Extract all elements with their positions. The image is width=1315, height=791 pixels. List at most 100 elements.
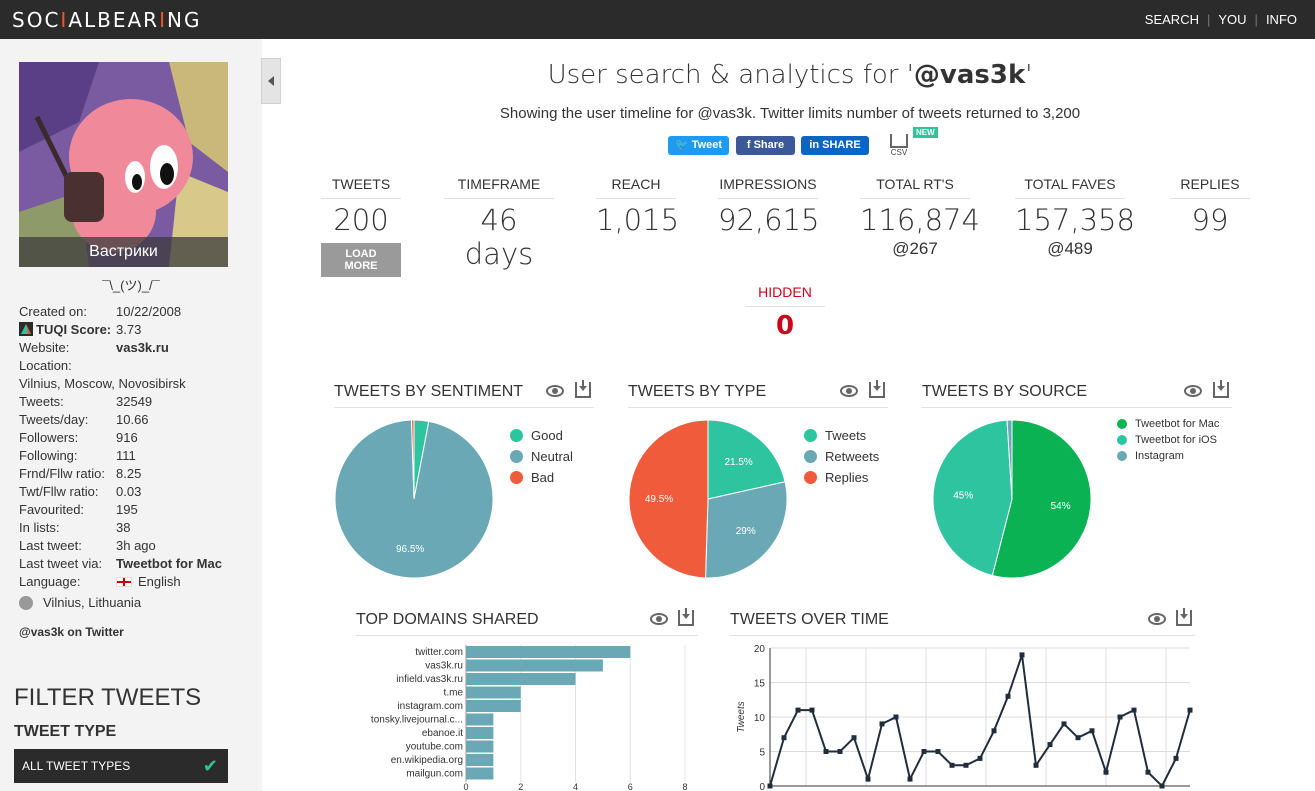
stat-reach: REACH 1,015 xyxy=(596,176,680,237)
legend-item[interactable]: Instagram xyxy=(1117,450,1227,462)
data-point[interactable] xyxy=(837,749,843,754)
csv-export-button[interactable]: CSV xyxy=(888,134,910,157)
nav-info[interactable]: INFO xyxy=(1265,12,1297,27)
legend-item[interactable]: Tweetbot for iOS xyxy=(1117,434,1227,446)
legend-item[interactable]: Replies xyxy=(804,470,879,485)
pie-slice[interactable] xyxy=(932,419,1013,577)
sentiment-legend: Good Neutral Bad xyxy=(510,428,573,491)
pie-slice[interactable] xyxy=(1006,419,1013,500)
data-point[interactable] xyxy=(781,735,787,741)
nav-you[interactable]: YOU xyxy=(1218,12,1247,27)
series-line xyxy=(769,654,1191,788)
data-point[interactable] xyxy=(1075,735,1081,741)
data-point[interactable] xyxy=(907,776,913,782)
top-nav: SEARCH | YOU | INFO xyxy=(1144,12,1297,27)
data-point[interactable] xyxy=(893,714,899,720)
y-tick-label: t.me xyxy=(444,688,464,699)
info-row: Frnd/Fllw ratio: 8.25 xyxy=(19,466,142,481)
bar[interactable] xyxy=(466,700,521,712)
website-link[interactable]: vas3k.ru xyxy=(116,340,169,355)
avatar[interactable]: Вастрики xyxy=(19,62,228,267)
download-icon[interactable] xyxy=(1213,380,1229,398)
collapse-sidebar-button[interactable] xyxy=(261,58,281,104)
stat-impressions: IMPRESSIONS 92,615 xyxy=(718,176,820,237)
bar[interactable] xyxy=(466,646,631,658)
legend-item[interactable]: Good xyxy=(510,428,573,443)
filter-title: FILTER TWEETS xyxy=(14,684,202,711)
pie-slice[interactable] xyxy=(707,419,786,500)
data-point[interactable] xyxy=(809,707,815,713)
nav-search[interactable]: SEARCH xyxy=(1144,12,1199,27)
sentiment-pie: 96.5% xyxy=(334,419,494,579)
bar[interactable] xyxy=(466,673,576,685)
pie-slice[interactable] xyxy=(705,481,788,579)
data-point[interactable] xyxy=(767,783,773,789)
pie-slice[interactable] xyxy=(991,419,1092,579)
data-point[interactable] xyxy=(851,735,857,741)
pie-slice[interactable] xyxy=(628,419,709,579)
data-point[interactable] xyxy=(1033,762,1039,768)
eye-icon[interactable] xyxy=(840,385,858,397)
data-point[interactable] xyxy=(1117,714,1123,720)
y-tick-label: 15 xyxy=(754,679,766,690)
eye-icon[interactable] xyxy=(1184,385,1202,397)
bar[interactable] xyxy=(466,767,494,780)
load-more-button[interactable]: LOAD MORE xyxy=(321,243,401,277)
data-point[interactable] xyxy=(865,776,871,782)
bar[interactable] xyxy=(466,727,494,739)
panel-over-time: TWEETS OVER TIME 0 5 10 15 20 Tweets xyxy=(730,608,1195,791)
y-axis-label: Tweets xyxy=(736,701,747,733)
data-point[interactable] xyxy=(1061,721,1067,727)
info-row: Tweets: 32549 xyxy=(19,394,153,409)
data-point[interactable] xyxy=(1159,783,1165,789)
data-point[interactable] xyxy=(935,749,941,754)
data-point[interactable] xyxy=(1047,742,1053,748)
tweet-share-button[interactable]: 🐦 Tweet xyxy=(668,136,729,155)
data-point[interactable] xyxy=(1131,707,1137,713)
data-point[interactable] xyxy=(1005,693,1011,699)
data-point[interactable] xyxy=(1145,769,1151,775)
linkedin-share-button[interactable]: in SHARE xyxy=(801,136,869,155)
bar[interactable] xyxy=(466,686,521,699)
eye-icon[interactable] xyxy=(546,385,564,397)
info-row: Vilnius, Moscow, Novosibirsk xyxy=(19,376,186,391)
data-point[interactable] xyxy=(823,749,829,754)
download-icon[interactable] xyxy=(575,380,591,398)
logo[interactable]: SOCIALBEARING xyxy=(12,8,202,32)
type-legend: Tweets Retweets Replies xyxy=(804,428,879,491)
data-point[interactable] xyxy=(795,707,801,713)
data-point[interactable] xyxy=(1103,769,1109,775)
flag-icon xyxy=(116,577,132,587)
data-point[interactable] xyxy=(1187,707,1193,713)
legend-item[interactable]: Tweetbot for Mac xyxy=(1117,418,1227,430)
legend-item[interactable]: Retweets xyxy=(804,449,879,464)
legend-item[interactable]: Bad xyxy=(510,470,573,485)
legend-item[interactable]: Neutral xyxy=(510,449,573,464)
data-point[interactable] xyxy=(1089,728,1095,734)
data-point[interactable] xyxy=(949,762,955,768)
data-point[interactable] xyxy=(991,728,997,734)
download-icon[interactable] xyxy=(1176,608,1192,626)
bar[interactable] xyxy=(466,740,494,753)
pie-slice[interactable] xyxy=(411,419,415,500)
facebook-share-button[interactable]: f Share xyxy=(736,136,795,155)
bar[interactable] xyxy=(466,713,494,726)
data-point[interactable] xyxy=(977,755,983,761)
data-point[interactable] xyxy=(1173,755,1179,761)
download-icon[interactable] xyxy=(869,380,885,398)
sidebar: Вастрики ¯\_(ツ)_/¯ Created on: 10/22/2008… xyxy=(0,39,262,791)
data-point[interactable] xyxy=(1019,652,1025,658)
eye-icon[interactable] xyxy=(650,613,668,625)
twitter-profile-link[interactable]: @vas3k on Twitter xyxy=(19,625,124,639)
download-icon[interactable] xyxy=(678,608,694,626)
all-tweet-types-button[interactable]: ALL TWEET TYPES ✔ xyxy=(14,749,228,783)
legend-item[interactable]: Tweets xyxy=(804,428,879,443)
bar[interactable] xyxy=(466,754,494,766)
eye-icon[interactable] xyxy=(1148,613,1166,625)
data-point[interactable] xyxy=(879,721,885,727)
data-point[interactable] xyxy=(921,749,927,754)
info-row: TUQI Score: 3.73 xyxy=(19,321,222,339)
bar[interactable] xyxy=(466,659,603,672)
type-pie: 21.5% 29% 49.5% xyxy=(628,419,788,579)
data-point[interactable] xyxy=(963,762,969,768)
